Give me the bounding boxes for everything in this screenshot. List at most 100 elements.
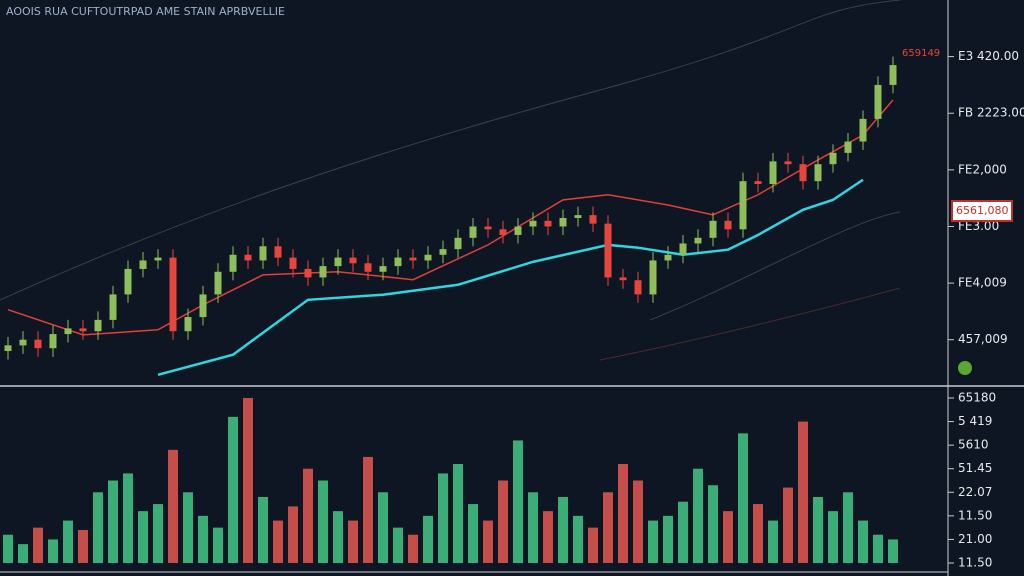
volume-bar — [273, 520, 283, 563]
volume-bar — [873, 534, 883, 563]
candle-body — [649, 260, 657, 295]
volume-bar — [558, 497, 568, 563]
decor-line — [649, 211, 901, 321]
candle-body — [739, 181, 747, 230]
volume-bar — [258, 497, 268, 563]
y-tick-label: 22.07 — [958, 485, 992, 499]
candle-body — [199, 294, 207, 318]
volume-bar — [213, 527, 223, 563]
candle-body — [889, 65, 897, 85]
volume-bar — [168, 449, 178, 563]
y-tick-label: 5610 — [958, 438, 989, 452]
last-price-label: 659149 — [902, 48, 940, 59]
volume-bar — [303, 468, 313, 563]
volume-bar — [708, 485, 718, 563]
volume-bar — [813, 497, 823, 563]
candle-body — [814, 164, 822, 182]
volume-bar — [288, 506, 298, 563]
candle-body — [259, 246, 267, 261]
price-tag: 6561,080 — [956, 204, 1009, 217]
volume-bar — [543, 511, 553, 563]
volume-bar — [3, 534, 13, 563]
volume-bar — [663, 515, 673, 563]
candle-body — [589, 215, 597, 224]
candle-body — [874, 84, 882, 119]
candle-body — [859, 118, 867, 142]
volume-bar — [348, 520, 358, 563]
moving-average — [7, 99, 894, 336]
decor-line — [0, 0, 901, 301]
y-tick-label: 11.50 — [958, 556, 992, 570]
volume-bar — [108, 480, 118, 563]
candle-body — [154, 257, 162, 261]
candle-body — [34, 339, 42, 349]
decor-line — [599, 287, 901, 361]
candle-body — [49, 334, 57, 349]
volume-bar — [603, 492, 613, 563]
candle-body — [409, 257, 417, 261]
y-tick-label: 21.00 — [958, 532, 992, 546]
volume-bar — [318, 480, 328, 563]
candle-body — [394, 257, 402, 267]
candle-body — [469, 226, 477, 238]
candle-body — [124, 268, 132, 295]
volume-bar — [18, 544, 28, 563]
candle-body — [364, 263, 372, 272]
y-tick-label: 51.45 — [958, 461, 992, 475]
candle-body — [424, 254, 432, 261]
volume-bar — [573, 515, 583, 563]
candle-body — [349, 257, 357, 264]
candle-body — [844, 141, 852, 153]
candle-body — [634, 280, 642, 295]
candle-body — [604, 223, 612, 278]
volume-bar — [123, 473, 133, 563]
candle-body — [754, 181, 762, 185]
y-tick-label: E3 420.00 — [958, 49, 1019, 63]
candle-body — [289, 257, 297, 269]
volume-bar — [483, 520, 493, 563]
candle-body — [274, 246, 282, 258]
candle-body — [109, 294, 117, 320]
y-tick-label: 65180 — [958, 391, 996, 405]
volume-bar — [648, 520, 658, 563]
candle-body — [19, 339, 27, 346]
candle-body — [184, 317, 192, 332]
volume-bar — [618, 464, 628, 563]
candle-body — [139, 260, 147, 269]
volume-bar — [183, 492, 193, 563]
volume-bar — [678, 501, 688, 563]
volume-bar — [378, 492, 388, 563]
volume-bar — [228, 416, 238, 563]
volume-bar — [828, 511, 838, 563]
candle-body — [709, 220, 717, 238]
volume-bar — [513, 440, 523, 563]
volume-bar — [633, 480, 643, 563]
y-tick-label: FB 2223.00 — [958, 106, 1024, 120]
candle-body — [559, 217, 567, 227]
candle-body — [664, 254, 672, 261]
volume-bar — [393, 527, 403, 563]
volume-bar — [78, 530, 88, 563]
candle-body — [679, 243, 687, 255]
volume-bar — [153, 504, 163, 563]
volume-bar — [528, 492, 538, 563]
candle-body — [439, 249, 447, 255]
volume-bar — [198, 515, 208, 563]
volume-bar — [333, 511, 343, 563]
price-tag-box — [951, 200, 1013, 222]
volume-bar — [498, 480, 508, 563]
candle-body — [379, 266, 387, 272]
volume-bar — [723, 511, 733, 563]
candle-body — [319, 266, 327, 278]
volume-bar — [468, 504, 478, 563]
volume-bar — [768, 520, 778, 563]
candle-body — [499, 229, 507, 235]
y-tick-label: 457,009 — [958, 332, 1008, 346]
moving-average — [157, 178, 864, 377]
chart-title: AOOIS RUA CUFTOUTRPAD AME STAIN APRBVELL… — [6, 5, 285, 18]
candle-body — [244, 254, 252, 261]
candle-body — [454, 237, 462, 250]
